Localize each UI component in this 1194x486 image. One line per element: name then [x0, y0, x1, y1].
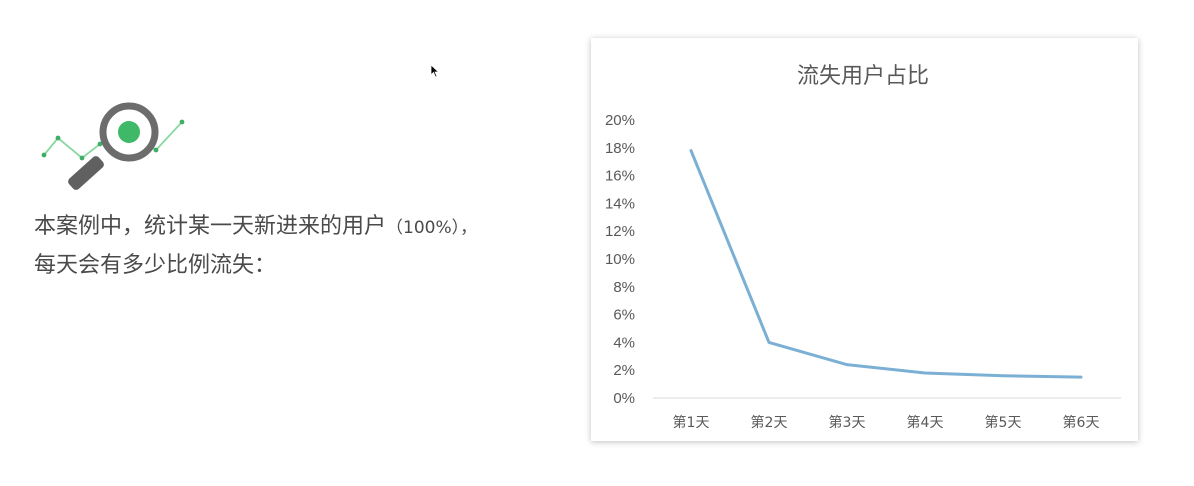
y-tick-label: 8% [613, 279, 635, 296]
x-tick-label: 第3天 [829, 414, 866, 431]
x-tick-label: 第5天 [985, 414, 1022, 431]
chart-title: 流失用户占比 [797, 64, 929, 89]
x-tick-label: 第4天 [907, 414, 944, 431]
y-tick-label: 20% [605, 112, 635, 129]
description-line-1-text: 本案例中，统计某一天新进来的用户 [34, 214, 386, 239]
y-tick-label: 6% [613, 307, 635, 324]
y-tick-label: 12% [605, 223, 635, 240]
paren-open: （ [386, 218, 403, 238]
paren-close: ）， [452, 218, 478, 238]
y-tick-label: 0% [613, 390, 635, 407]
chart-card: 流失用户占比 0% 2% 4% 6% 8% 10% 12% 14% 16% 18% 20% 第1天 第… [591, 38, 1138, 441]
series-line [691, 151, 1081, 378]
y-tick-label: 10% [605, 251, 635, 268]
y-tick-label: 4% [613, 334, 635, 351]
x-tick-label: 第1天 [673, 414, 710, 431]
x-tick-label: 第6天 [1063, 414, 1100, 431]
y-tick-label: 18% [605, 140, 635, 157]
y-tick-label: 14% [605, 195, 635, 212]
x-tick-label: 第2天 [751, 414, 788, 431]
magnifier-trend-icon [36, 100, 196, 192]
y-tick-label: 2% [613, 362, 635, 379]
mouse-cursor-icon [430, 64, 440, 78]
percent-value: 100% [403, 218, 452, 238]
description-text: 本案例中，统计某一天新进来的用户（100%）， 每天会有多少比例流失： [34, 208, 574, 285]
description-line-1: 本案例中，统计某一天新进来的用户（100%）， [34, 208, 574, 247]
loss-ratio-line-chart: 流失用户占比 0% 2% 4% 6% 8% 10% 12% 14% 16% 18% 20% 第1天 第… [591, 38, 1138, 441]
y-tick-label: 16% [605, 168, 635, 185]
description-line-2: 每天会有多少比例流失： [34, 247, 574, 285]
